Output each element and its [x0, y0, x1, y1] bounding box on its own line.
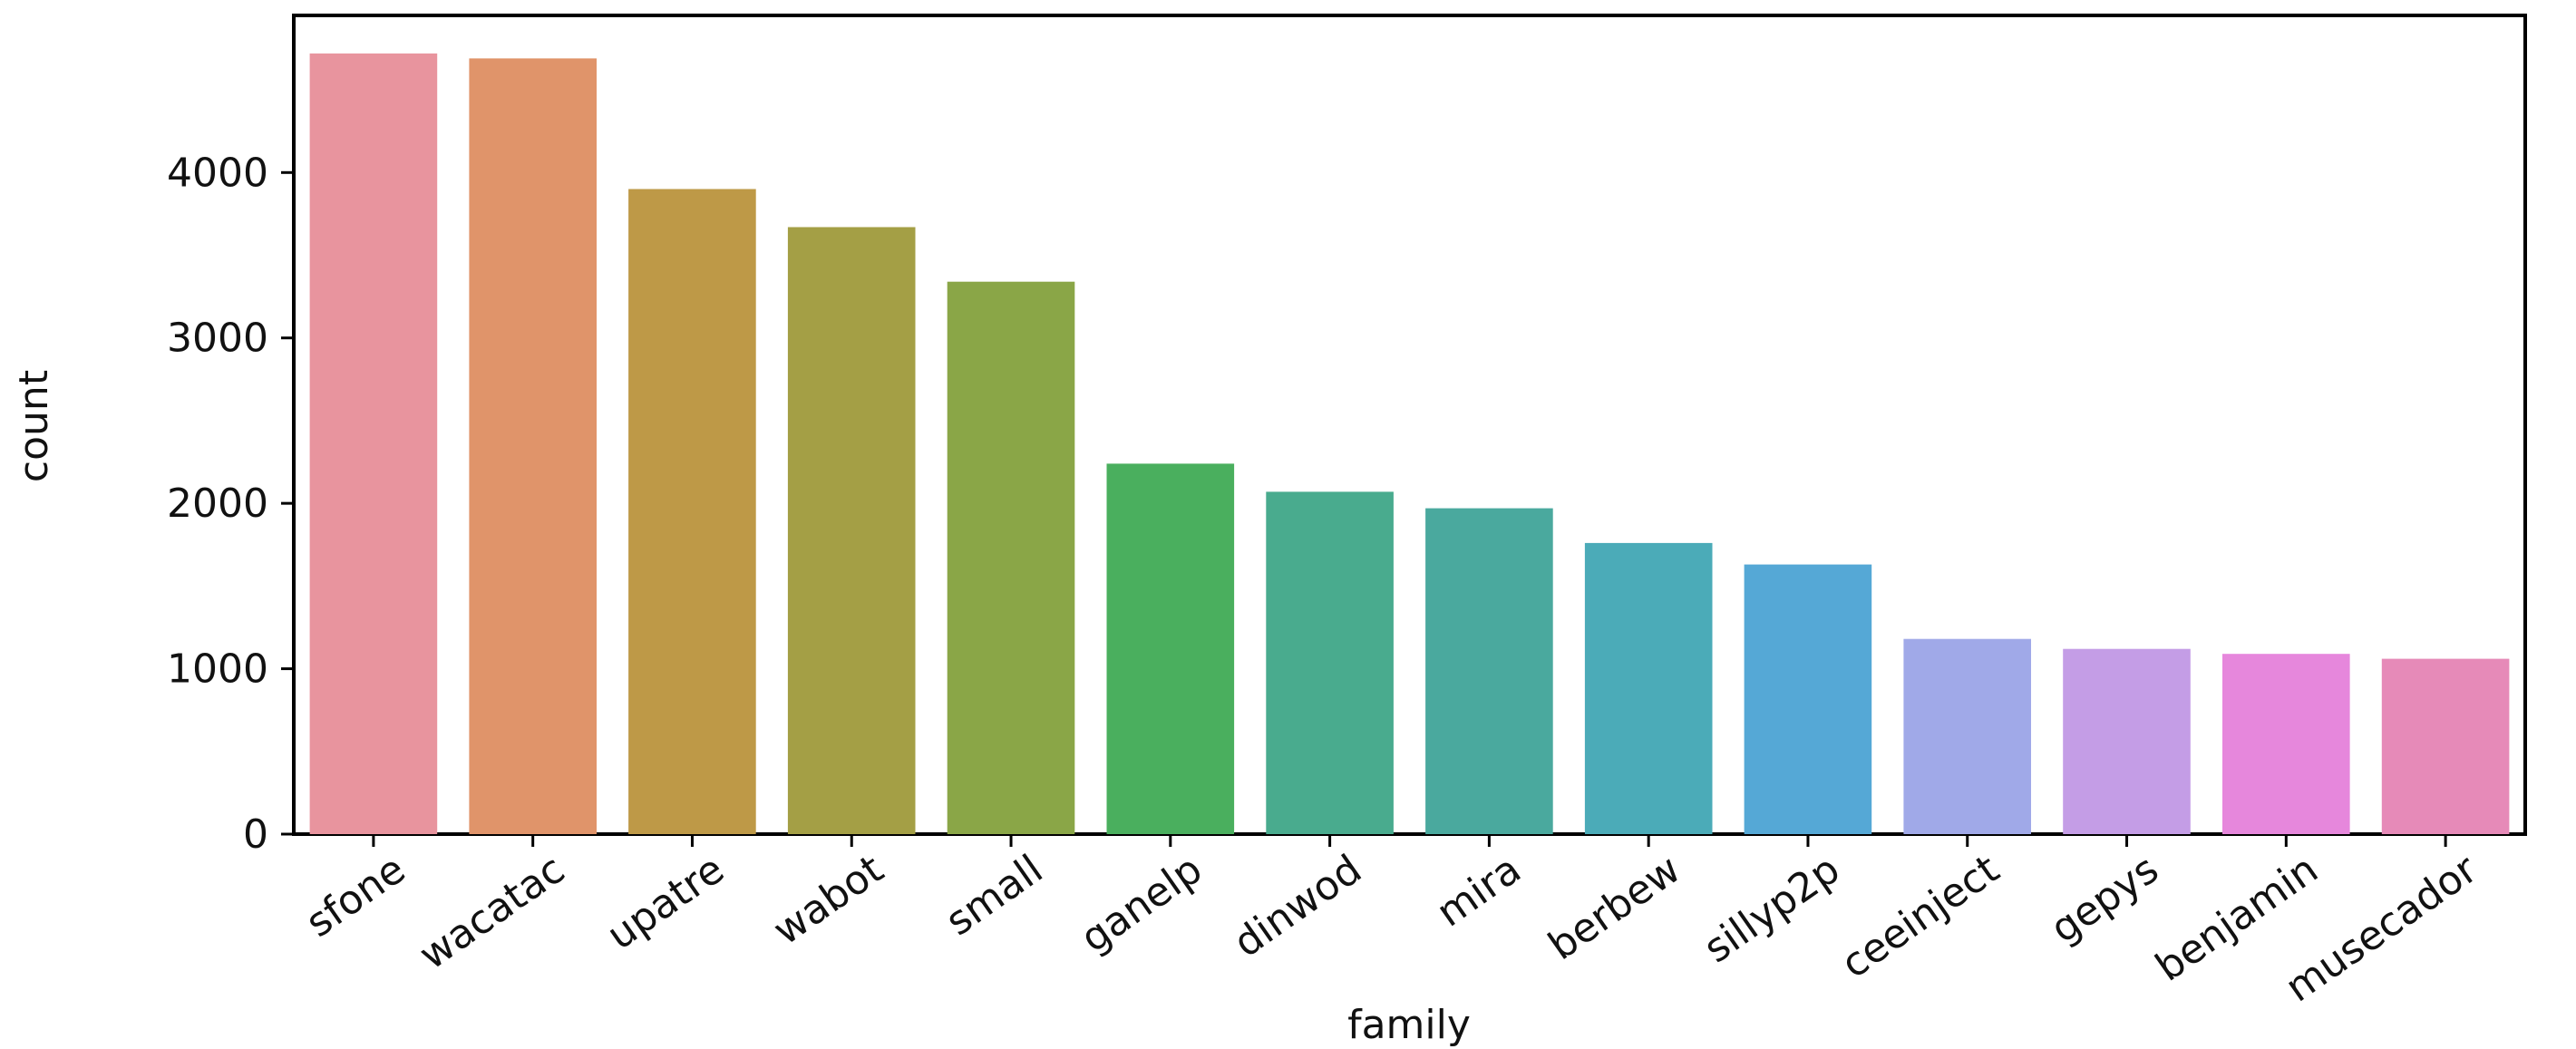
y-tick-label: 4000	[167, 150, 268, 196]
x-tick-label: berbew	[1541, 846, 1689, 969]
x-tick-label: upatre	[598, 846, 732, 959]
x-tick-label: sfone	[297, 846, 413, 947]
plot-area-frame	[292, 14, 2527, 836]
bar-ganelp	[1106, 463, 1235, 834]
bar-wacatac	[469, 58, 597, 834]
bar-berbew	[1584, 542, 1713, 834]
bar-musecador	[2381, 658, 2510, 834]
bar-ceeinject	[1903, 638, 2031, 834]
bar-gepys	[2063, 648, 2191, 834]
x-tick-label: ceeinject	[1833, 846, 2007, 987]
y-tick-label: 3000	[167, 316, 268, 362]
bar-benjamin	[2222, 654, 2350, 834]
x-tick-label: ganelp	[1073, 846, 1210, 962]
x-tick-label: sillyp2p	[1696, 846, 1848, 972]
bar-wabot	[787, 227, 916, 834]
bar-dinwod	[1266, 491, 1394, 834]
bar-upatre	[628, 189, 756, 834]
x-axis-title: family	[1347, 1002, 1471, 1048]
x-tick-label: dinwod	[1226, 846, 1370, 966]
x-tick-label: wacatac	[411, 846, 573, 978]
x-tick-label: wabot	[765, 846, 892, 954]
bar-small	[947, 281, 1075, 834]
y-tick-label: 0	[243, 811, 268, 858]
x-tick-label: mira	[1428, 846, 1529, 936]
y-tick-label: 2000	[167, 481, 268, 527]
y-axis-title: count	[11, 370, 57, 482]
bar-mira	[1425, 508, 1553, 834]
bar-sfone	[309, 53, 438, 834]
y-axis-ticks: 0 1000 2000 3000 4000	[167, 150, 294, 858]
x-tick-label: small	[938, 846, 1051, 945]
y-tick-label: 1000	[167, 646, 268, 693]
bars	[309, 53, 2510, 834]
x-tick-label: gepys	[2043, 846, 2167, 952]
bar-sillyp2p	[1744, 564, 1872, 834]
